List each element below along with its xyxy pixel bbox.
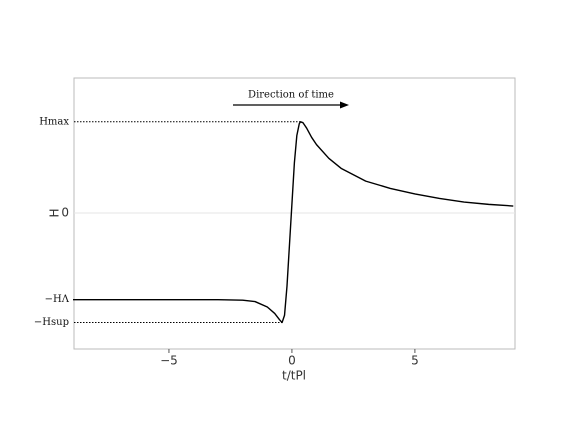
y-tick-label: −HΛ	[45, 294, 70, 305]
annotation: Direction of time	[248, 90, 334, 101]
y-axis-label: H	[48, 208, 62, 217]
arrow-head	[340, 101, 349, 109]
x-tick-label: 0	[288, 354, 296, 368]
x-axis-label: t/tPl	[282, 369, 306, 383]
y-tick-label: 0	[61, 206, 69, 220]
data-line	[73, 121, 514, 324]
y-tick-label: −Hsup	[34, 317, 69, 328]
x-tick-label: 5	[411, 354, 419, 368]
y-tick-label: Hmax	[39, 116, 69, 127]
x-tick-label: −5	[160, 354, 178, 368]
